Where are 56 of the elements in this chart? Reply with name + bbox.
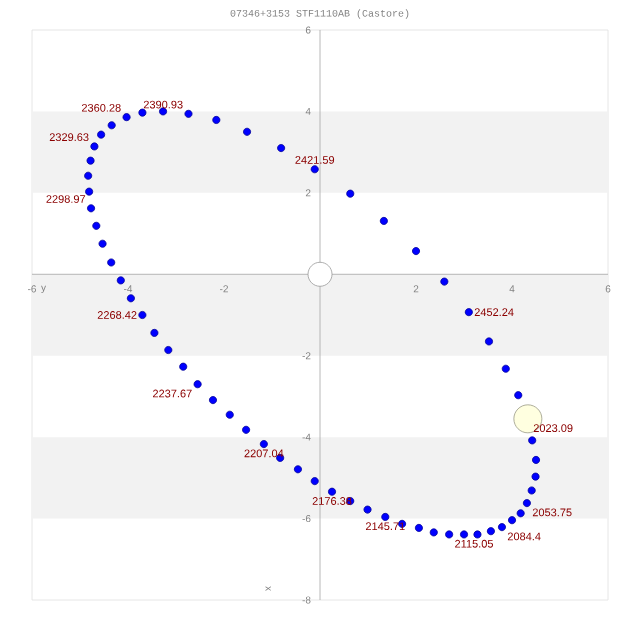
point [381, 512, 390, 521]
point [179, 362, 188, 371]
point [293, 465, 302, 474]
point [328, 487, 337, 496]
point [164, 346, 173, 355]
point [116, 276, 125, 285]
point [522, 499, 531, 508]
point [138, 310, 147, 319]
point [527, 486, 536, 495]
point [193, 380, 202, 389]
point [259, 440, 268, 449]
point [445, 530, 454, 539]
point [440, 277, 449, 286]
point [212, 115, 221, 124]
point [150, 328, 159, 337]
point [429, 528, 438, 537]
point [85, 187, 94, 196]
point [277, 144, 286, 153]
point [379, 216, 388, 225]
point [508, 516, 517, 525]
point [531, 472, 540, 481]
point [460, 530, 469, 539]
point [107, 258, 116, 267]
point [126, 294, 135, 303]
point [84, 171, 93, 180]
point [497, 523, 506, 532]
point [486, 527, 495, 536]
point [501, 364, 510, 373]
point [516, 509, 525, 518]
point [307, 261, 333, 287]
point [514, 391, 523, 400]
point [90, 142, 99, 151]
point [122, 113, 131, 122]
point [310, 165, 319, 174]
point [92, 221, 101, 230]
point [363, 505, 372, 514]
point [107, 121, 116, 130]
point [242, 425, 251, 434]
point [412, 247, 421, 256]
point [346, 189, 355, 198]
point [86, 156, 95, 165]
point [184, 109, 193, 118]
point [98, 239, 107, 248]
point [310, 477, 319, 486]
point [484, 337, 493, 346]
point [464, 308, 473, 317]
point [528, 436, 537, 445]
point [225, 410, 234, 419]
point [473, 530, 482, 539]
point [87, 204, 96, 213]
point [532, 455, 541, 464]
point [208, 396, 217, 405]
point [414, 523, 423, 532]
point [97, 130, 106, 139]
point [138, 108, 147, 117]
point [243, 127, 252, 136]
